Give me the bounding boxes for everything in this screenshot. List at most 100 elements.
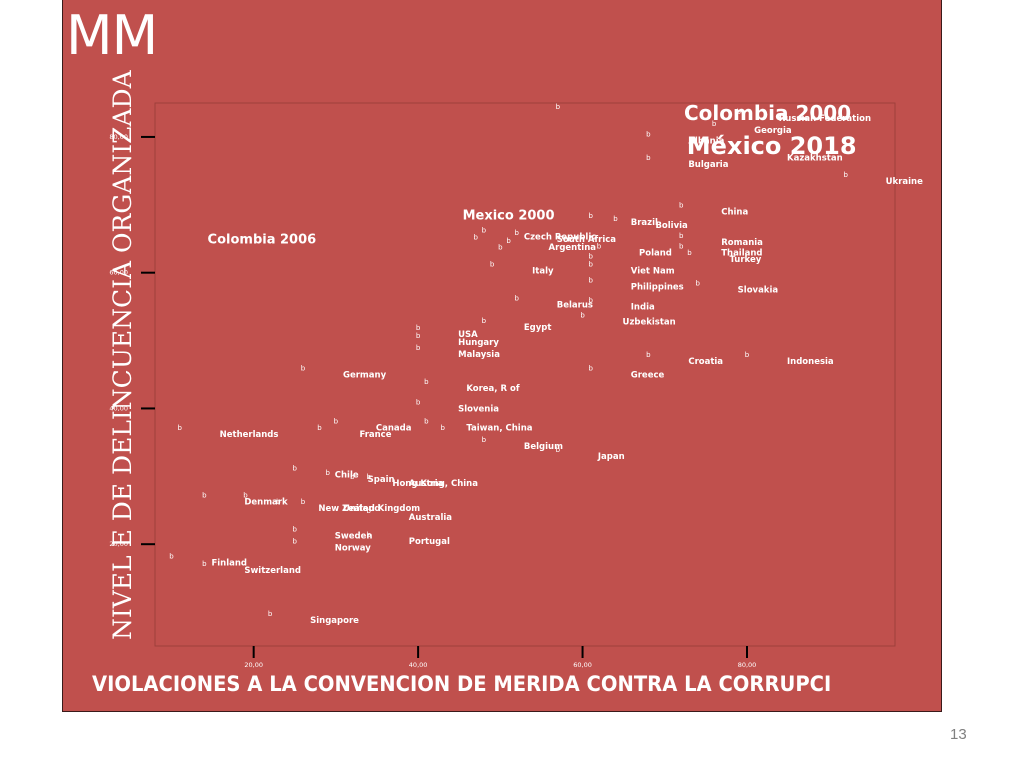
data-point-label: Belarus [557,301,593,311]
data-point-marker: b [293,525,298,533]
slide-background [62,0,942,712]
data-point-label: Austria [409,479,444,489]
data-point-marker: b [367,507,372,515]
data-point-label: Slovakia [738,286,779,296]
data-point-label: Belgium [524,442,563,452]
data-point-label: Taiwan, China [466,423,532,433]
data-point-marker: b [293,538,298,546]
x-tick-label: 40,00 [409,661,428,669]
data-point-marker: b [737,108,742,116]
data-point-label: Thailand [721,248,762,258]
data-point-marker: b [687,249,692,257]
data-point-marker: b [268,610,273,618]
data-point-marker: b [473,234,478,242]
data-point-marker: b [556,446,561,454]
data-point-marker: b [424,378,429,386]
data-point-marker: b [745,351,750,359]
data-point-marker: b [416,344,421,352]
data-point-marker: b [498,244,503,252]
data-point-label: New Zealand [318,504,380,514]
data-point-marker: b [646,351,651,359]
axes: 20,00 40,00 60,00 80,00 20,00 40,00 60,00 80,00 [109,133,756,669]
data-point-label: Denmark [244,497,288,507]
y-tick-label: 40,00 [109,404,128,412]
data-point-label: Croatia [688,357,723,367]
data-point-label: Albania [688,136,724,146]
data-point-marker: b [589,365,594,373]
data-point-marker: b [416,324,421,332]
data-point-label: Brazil [631,218,658,228]
data-point-label: Malaysia [458,350,500,360]
x-tick-label: 60,00 [573,661,592,669]
data-point-label: Hungary [458,338,499,348]
slide-title: MM [66,4,158,67]
data-point-label: Singapore [310,616,359,626]
y-axis-title: NIVEL E DE DELINCUENCIA ORGANIZADA [108,70,137,640]
data-points: b Russian Federation b b Georgia b Albania b Kaz… [169,103,923,626]
data-point-marker: b [482,436,487,444]
data-point-marker: b [350,473,355,481]
data-point-marker: b [515,295,520,303]
data-point-label: Kazakhstan [787,153,843,163]
data-point-marker: b [515,229,520,237]
data-point-label: Indonesia [787,357,834,367]
plot-area [154,102,896,647]
data-point-label: Bulgaria [688,160,728,170]
data-point-marker: b [301,365,306,373]
x-axis-title: VIOLACIONES A LA CONVENCION DE MERIDA CO… [92,672,832,696]
y-tick-label: 20,00 [109,540,128,548]
data-point-label: Argentina [549,243,597,253]
y-tick-label: 80,00 [109,133,128,141]
data-point-marker: b [597,242,602,250]
data-point-marker: b [416,332,421,340]
data-point-label: Poland [639,248,672,258]
data-point-label: India [631,303,655,313]
data-point-marker: b [334,417,339,425]
data-point-marker: b [202,491,207,499]
data-point-label: Egypt [524,323,552,333]
data-point-marker: b [589,212,594,220]
chart-annotation: Mexico 2000 [463,209,555,224]
data-point-label: Chile [335,470,359,480]
data-point-marker: b [580,312,585,320]
data-point-label: Switzerland [244,566,301,576]
data-point-marker: b [589,297,594,305]
data-point-label: Bolivia [655,221,688,231]
data-point-label: Slovenia [458,404,499,414]
data-point-marker: b [424,417,429,425]
data-point-marker: b [679,242,684,250]
data-point-label: Finland [211,559,247,569]
x-tick-label: 20,00 [244,661,263,669]
data-point-marker: b [843,171,848,179]
data-point-marker: b [177,424,182,432]
data-point-label: France [359,430,391,440]
data-point-marker: b [679,202,684,210]
data-point-label: Japan [597,452,625,462]
data-point-label: Australia [409,513,453,523]
data-point-marker: b [589,261,594,269]
data-point-marker: b [276,498,281,506]
data-point-label: South Africa [557,235,617,245]
y-tick-label: 60,00 [109,269,128,277]
data-point-marker: b [317,424,322,432]
data-point-marker: b [589,276,594,284]
data-point-label: Germany [343,371,387,381]
data-point-label: Viet Nam [631,267,675,277]
data-point-marker: b [712,120,717,128]
data-point-marker: b [589,253,594,261]
data-point-label: Russian Federation [779,114,871,124]
data-point-marker: b [745,147,750,155]
data-point-marker: b [646,130,651,138]
data-point-label: Hong Kong, China [392,479,478,489]
annotations: Colombia 2000 México 2018 Mexico 2000 Colom… [208,101,857,248]
data-point-marker: b [416,398,421,406]
data-point-label: Turkey [729,255,761,265]
data-point-marker: b [301,498,306,506]
data-point-marker: b [243,491,248,499]
data-point-label: Spain [368,475,395,485]
data-point-label: Italy [532,267,554,277]
data-point-marker: b [367,531,372,539]
data-point-label: Ukraine [886,177,923,187]
data-point-label: USA [458,330,478,340]
